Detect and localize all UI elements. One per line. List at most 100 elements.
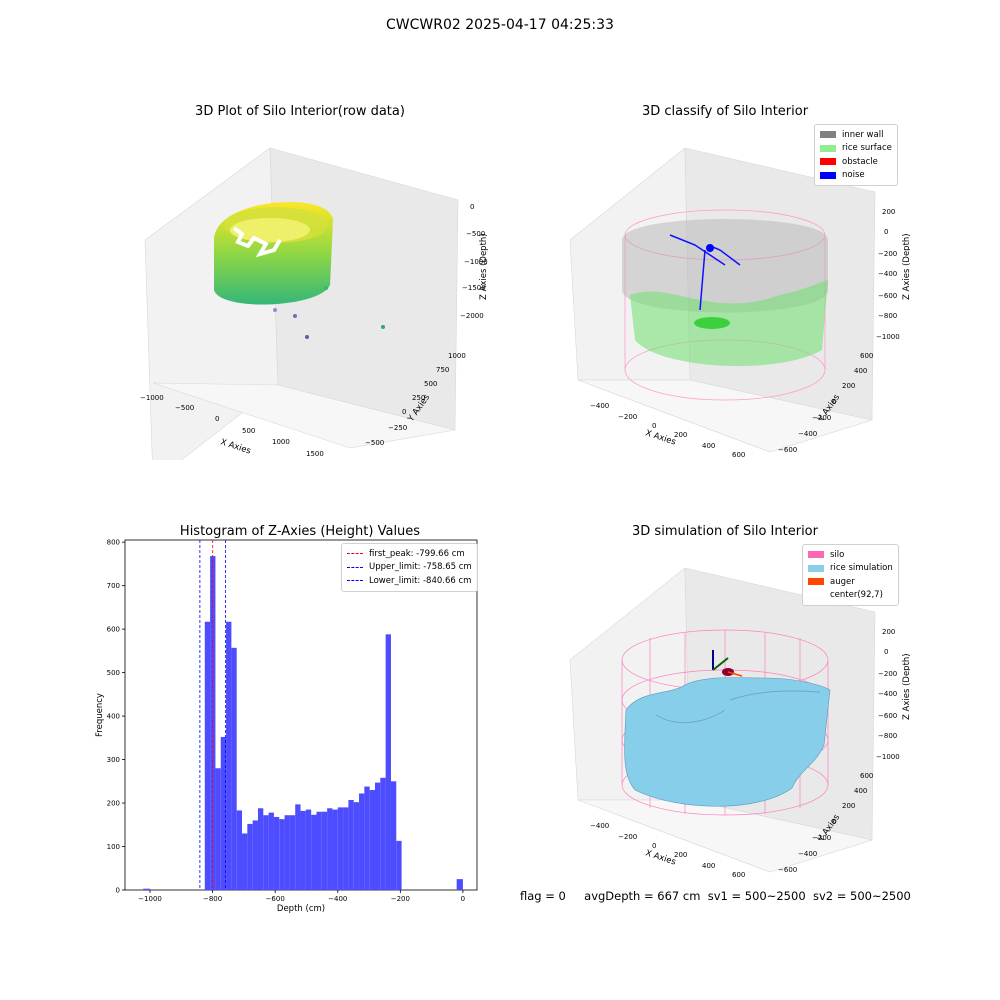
tick: 200 [882,208,895,216]
tick: −200 [878,250,897,258]
legend-swatch [808,592,824,599]
tick: 0 [402,408,406,416]
tick: −1500 [462,284,486,292]
panel2-3d-axes: −400 −200 0 200 400 600 X Axies −600 −40… [569,147,910,459]
tick: −600 [878,292,897,300]
histogram-bar [380,777,386,890]
histogram-bar [295,804,301,890]
outlier-point [293,314,297,318]
panel1-zlabel: Z Axies (Depth) [479,233,489,300]
tick: 0 [832,818,836,826]
histogram-bar [327,808,333,890]
tick: 500 [242,427,255,435]
tick: 400 [702,862,715,870]
outlier-point [324,286,328,290]
panel4-xlabel: X Axies [644,848,677,867]
tick: −400 [798,850,817,858]
panel1-x-ticks: −1000 −500 0 500 1000 1500 [140,394,324,458]
figure-title: CWCWR02 2025-04-17 04:25:33 [386,17,614,33]
panel2-zlabel: Z Axies (Depth) [902,233,910,300]
tick: −400 [878,270,897,278]
y-tick-label: 800 [107,539,120,547]
legend-label: Upper_limit: -758.65 cm [369,562,472,573]
sv2-text: sv2 = 500~2500 [812,889,911,903]
tick: −400 [798,430,817,438]
histogram-bar [268,812,274,890]
tick: 200 [842,802,855,810]
tick: 0 [215,415,219,423]
panel2-x-ticks: −400 −200 0 200 400 600 [590,402,745,459]
tick: 0 [884,228,888,236]
histogram-bar [374,782,381,890]
histogram-bar [242,833,248,890]
tick: 600 [860,772,873,780]
panel1-title: 3D Plot of Silo Interior(row data) [195,104,405,119]
histogram-bar [220,736,227,890]
panel1-z-ticks: 0 −500 −1000 −1500 −2000 [460,203,488,320]
panel4-zlabel: Z Axies (Depth) [902,653,910,720]
tick: 400 [854,367,867,375]
histogram-bar [390,781,397,890]
histogram-bar [300,810,306,890]
legend-label: inner wall [842,129,884,140]
histogram-bar [279,819,285,890]
histogram-bar [231,647,237,890]
tick: −800 [878,312,897,320]
histogram-bar [257,808,264,890]
panel3-title: Histogram of Z-Axies (Height) Values [179,524,421,539]
panel1-y-ticks: −500 −250 0 250 500 750 1000 [365,352,466,447]
tick: −600 [878,712,897,720]
tick: −800 [878,732,897,740]
tick: −500 [365,439,384,447]
y-tick-label: 600 [107,626,120,634]
histogram-bar [337,807,344,890]
flag-text: flag = 0 [520,889,566,903]
tick: −200 [618,833,637,841]
tick: −1000 [464,258,488,266]
auger-axis-y [712,657,729,671]
tick: −200 [812,414,831,422]
histogram-bar [143,888,151,890]
outlier-point [305,335,309,339]
histogram-ylabel: Frequency [95,693,105,737]
histogram-bar [273,816,280,890]
legend-label: first_peak: -799.66 cm [369,548,465,559]
legend-line [347,580,363,582]
tick: 200 [882,628,895,636]
legend-label: center(92,7) [830,590,883,601]
panel4-z-ticks: 200 0 −200 −400 −600 −800 −1000 [876,628,900,761]
sv1-text: sv1 = 500~2500 [707,889,806,903]
legend-label: rice surface [842,143,892,154]
histogram-bar [204,621,211,890]
tick: 600 [860,352,873,360]
tick: 200 [674,851,687,859]
tick: 600 [732,451,745,459]
rice-simulation-surface [624,677,831,807]
tick: 250 [412,394,425,402]
legend-swatch [820,171,836,179]
histogram-bar [210,556,216,890]
y-tick-label: 200 [107,800,120,808]
tick: −400 [590,822,609,830]
x-tick-label: −800 [203,895,222,903]
outlier-point [273,308,277,312]
legend-label: silo [830,549,845,560]
tick: 1000 [448,352,466,360]
panel2-z-ticks: 200 0 −200 −400 −600 −800 −1000 [876,208,900,341]
histogram-bar [385,634,391,890]
histogram-bar [348,800,354,890]
tick: −600 [778,446,797,454]
status-footer: flag = 0 avgDepth = 667 cm sv1 = 500~250… [520,889,911,903]
panel4-legend: silo rice simulation auger center(92,7) [802,544,899,606]
tick: 0 [884,648,888,656]
legend-label: rice simulation [830,563,893,574]
legend-line [347,553,363,555]
tick: −200 [878,670,897,678]
tick: −200 [618,413,637,421]
histogram-bar [343,807,349,890]
histogram-bar [247,823,253,890]
histogram-bar [316,811,322,890]
x-tick-label: 0 [461,895,465,903]
histogram-bar [284,815,290,890]
